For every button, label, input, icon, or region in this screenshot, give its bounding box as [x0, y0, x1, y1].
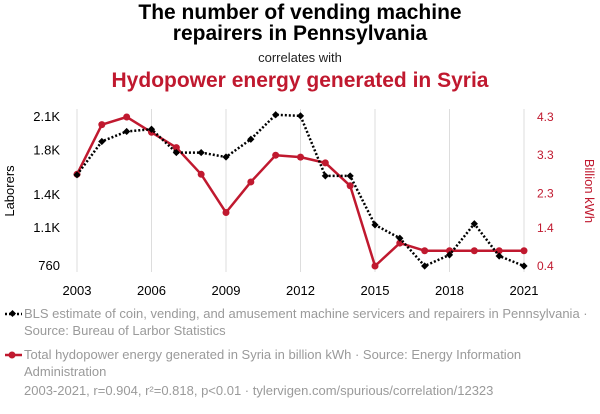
- y-left-tick-label-0: 760: [38, 258, 60, 273]
- legend-black-dotted-line-icon: [5, 309, 22, 318]
- correlates-with-label: correlates with: [258, 50, 342, 65]
- point-pennsylvania-repairers-2014: [346, 172, 354, 180]
- correlation-footer: 2003-2021, r=0.904, r²=0.818, p<0.01 · t…: [24, 383, 494, 398]
- point-pennsylvania-repairers-2003: [73, 171, 81, 179]
- y-left-tick-label-3: 1.8K: [33, 142, 60, 157]
- y-right-tick-label-1: 1.4: [537, 221, 554, 235]
- point-syria-hydropower-2004: [98, 121, 106, 129]
- point-pennsylvania-repairers-2018: [445, 251, 454, 259]
- point-pennsylvania-repairers-2004: [98, 137, 106, 146]
- point-syria-hydropower-2009: [222, 209, 230, 217]
- point-pennsylvania-repairers-2017: [421, 262, 429, 270]
- x-tick-label-2018: 2018: [435, 283, 464, 298]
- x-tick-label-2009: 2009: [212, 283, 241, 298]
- point-pennsylvania-repairers-2013: [321, 172, 329, 180]
- y-left-axis-title: Laborers: [2, 165, 17, 217]
- y-right-axis-title: Billion kWh: [582, 159, 597, 223]
- point-pennsylvania-repairers-2016: [396, 234, 404, 242]
- x-tick-label-2012: 2012: [286, 283, 315, 298]
- point-pennsylvania-repairers-2020: [495, 252, 503, 260]
- y-right-tick-label-3: 3.3: [537, 148, 554, 162]
- y-left-tick-label-1: 1.1K: [33, 220, 60, 235]
- point-syria-hydropower-2013: [321, 159, 329, 167]
- point-pennsylvania-repairers-2010: [247, 135, 255, 143]
- point-syria-hydropower-2008: [197, 170, 205, 178]
- y-left-tick-label-4: 2.1K: [33, 109, 60, 124]
- point-syria-hydropower-2017: [421, 247, 429, 255]
- x-tick-label-2021: 2021: [510, 283, 539, 298]
- point-syria-hydropower-2007: [172, 144, 180, 152]
- point-pennsylvania-repairers-2021: [520, 262, 528, 270]
- point-pennsylvania-repairers-2005: [123, 127, 131, 136]
- point-syria-hydropower-2015: [371, 262, 379, 270]
- point-syria-hydropower-2014: [346, 182, 354, 190]
- chart-title-line1: The number of vending machine: [138, 1, 462, 24]
- chart-title-line2: repairers in Pennsylvania: [172, 22, 428, 45]
- y-right-tick-label-2: 2.3: [537, 186, 554, 200]
- y-right-tick-label-4: 4.3: [537, 110, 554, 124]
- point-syria-hydropower-2012: [297, 153, 304, 161]
- point-syria-hydropower-2021: [520, 247, 528, 255]
- point-syria-hydropower-2019: [470, 247, 478, 255]
- point-pennsylvania-repairers-2008: [197, 148, 205, 157]
- chart-title-second-series: Hydopower energy generated in Syria: [111, 69, 489, 92]
- point-pennsylvania-repairers-2012: [296, 112, 305, 120]
- legend-label-series1: BLS estimate of coin, vending, and amuse…: [24, 306, 588, 338]
- point-syria-hydropower-2010: [247, 178, 255, 186]
- point-pennsylvania-repairers-2011: [272, 111, 280, 119]
- y-right-tick-label-0: 0.4: [537, 259, 554, 273]
- point-pennsylvania-repairers-2006: [147, 125, 156, 133]
- x-tick-label-2006: 2006: [137, 283, 166, 298]
- point-pennsylvania-repairers-2009: [222, 153, 230, 161]
- y-left-tick-label-2: 1.4K: [33, 187, 60, 202]
- point-pennsylvania-repairers-2019: [470, 220, 478, 228]
- point-syria-hydropower-2011: [272, 151, 280, 159]
- point-pennsylvania-repairers-2015: [371, 221, 379, 229]
- legend-red-line-icon: [5, 351, 22, 359]
- x-tick-label-2003: 2003: [63, 283, 92, 298]
- legend-label-series2: Total hydopower energy generated in Syri…: [24, 347, 522, 379]
- point-pennsylvania-repairers-2007: [172, 148, 180, 157]
- point-syria-hydropower-2005: [123, 113, 131, 121]
- x-tick-label-2015: 2015: [361, 283, 390, 298]
